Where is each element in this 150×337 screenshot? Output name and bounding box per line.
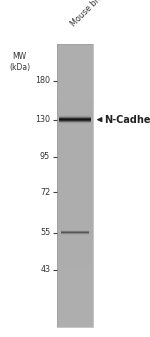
- Bar: [57, 176, 93, 181]
- Bar: [57, 270, 93, 275]
- Bar: [57, 115, 93, 119]
- Bar: [57, 133, 93, 138]
- Bar: [57, 284, 93, 289]
- Bar: [57, 49, 93, 53]
- Bar: [57, 266, 93, 270]
- Text: 72: 72: [40, 188, 50, 196]
- Text: 130: 130: [35, 115, 50, 124]
- Bar: [57, 228, 93, 233]
- Bar: [57, 299, 93, 303]
- Bar: [57, 67, 93, 72]
- Text: 43: 43: [40, 265, 50, 274]
- Bar: [57, 322, 93, 327]
- Bar: [57, 86, 93, 91]
- Bar: [57, 247, 93, 251]
- Bar: [57, 303, 93, 308]
- Bar: [57, 256, 93, 261]
- Bar: [57, 77, 93, 82]
- Bar: [57, 209, 93, 214]
- Bar: [57, 148, 93, 152]
- Bar: [57, 166, 93, 171]
- Bar: [57, 63, 93, 67]
- Bar: [57, 58, 93, 63]
- Text: 95: 95: [40, 152, 50, 161]
- Text: 180: 180: [35, 76, 50, 85]
- Bar: [57, 152, 93, 157]
- Bar: [57, 294, 93, 299]
- Bar: [57, 44, 93, 327]
- Bar: [57, 157, 93, 162]
- Bar: [57, 129, 93, 133]
- Bar: [57, 44, 93, 49]
- Bar: [57, 251, 93, 256]
- Bar: [57, 100, 93, 105]
- Bar: [57, 185, 93, 190]
- Text: 55: 55: [40, 228, 50, 237]
- Bar: [57, 171, 93, 176]
- Bar: [57, 308, 93, 313]
- Bar: [57, 91, 93, 96]
- Bar: [57, 138, 93, 143]
- Bar: [57, 237, 93, 242]
- Bar: [57, 313, 93, 317]
- Bar: [57, 195, 93, 200]
- Bar: [57, 275, 93, 280]
- Bar: [57, 280, 93, 284]
- Bar: [57, 96, 93, 100]
- Bar: [57, 242, 93, 247]
- Bar: [57, 124, 93, 129]
- Text: MW
(kDa): MW (kDa): [9, 52, 30, 72]
- Bar: [57, 119, 93, 124]
- Bar: [57, 233, 93, 237]
- Bar: [57, 53, 93, 58]
- Bar: [57, 218, 93, 223]
- Text: Mouse brain: Mouse brain: [69, 0, 110, 29]
- Bar: [57, 289, 93, 294]
- Bar: [57, 181, 93, 185]
- Bar: [57, 261, 93, 266]
- Bar: [57, 223, 93, 228]
- Bar: [57, 317, 93, 322]
- Bar: [57, 82, 93, 86]
- Bar: [57, 110, 93, 115]
- Bar: [57, 105, 93, 110]
- Bar: [57, 72, 93, 77]
- Bar: [57, 143, 93, 148]
- Bar: [57, 162, 93, 166]
- Bar: [57, 190, 93, 195]
- Text: N-Cadherin: N-Cadherin: [104, 115, 150, 125]
- Bar: [57, 200, 93, 204]
- Bar: [57, 214, 93, 218]
- Bar: [57, 204, 93, 209]
